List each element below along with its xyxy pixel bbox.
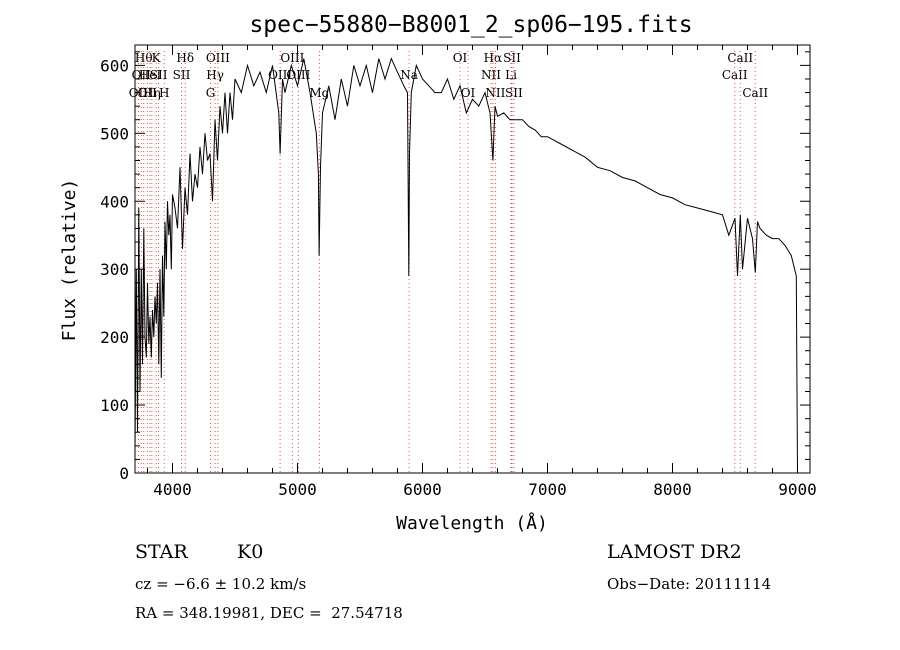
spectral-line-label: Hδ — [176, 51, 194, 65]
spectral-line-label: SII — [173, 68, 191, 82]
spectral-line-label: OI — [461, 86, 476, 100]
y-tick-label: 300 — [100, 260, 129, 279]
spectral-line-label: G — [206, 86, 216, 100]
y-axis-label: Flux (relative) — [59, 179, 80, 342]
spectral-subclass: K0 — [237, 541, 264, 563]
y-tick-label: 400 — [100, 192, 129, 211]
chart-title: spec−55880−B8001_2_sp06−195.fits — [249, 12, 692, 38]
spectral-line-label: Hη — [143, 86, 161, 100]
spectral-line-label: CaII — [727, 51, 753, 65]
y-tick-label: 200 — [100, 328, 129, 347]
x-tick-label: 6000 — [403, 480, 442, 499]
y-tick-label: 100 — [100, 396, 129, 415]
x-tick-label: 5000 — [278, 480, 317, 499]
y-tick-label: 500 — [100, 124, 129, 143]
sky-coordinates: RA = 348.19981, DEC = 27.54718 — [135, 604, 403, 622]
spectral-line-label: OII — [138, 86, 158, 100]
x-axis-label: Wavelength (Å) — [396, 512, 548, 534]
spectral-line-label: SII — [505, 86, 523, 100]
spectral-line-label: CaII — [722, 68, 748, 82]
spectral-line-label: Li — [505, 68, 517, 82]
spectral-line-label: OI — [453, 51, 468, 65]
spectral-line-label: OIII — [280, 51, 304, 65]
spectral-line-label: SII — [150, 68, 168, 82]
spectral-line-label: H — [159, 86, 169, 100]
y-tick-label: 600 — [100, 56, 129, 75]
survey-name: LAMOST DR2 — [607, 541, 742, 563]
line-marker-layer: OIIOIIHθOIIHeIHηKSIIHSIIHδGHγOIIIOIIIOII… — [129, 51, 768, 473]
object-class: STAR — [135, 541, 188, 563]
spectrum-series-layer — [134, 57, 798, 474]
x-tick-label: 7000 — [528, 480, 567, 499]
y-tick-label: 0 — [119, 464, 129, 483]
spectral-line-label: SII — [503, 51, 521, 65]
spectral-line-label: K — [152, 51, 162, 65]
plot-frame — [134, 44, 811, 474]
spectral-line-label: CaII — [742, 86, 768, 100]
spectral-line-label: OIII — [286, 68, 310, 82]
spectral-line-label: Mg — [309, 86, 329, 100]
spectral-line-label: NII — [481, 68, 501, 82]
spectral-line-label: Hγ — [206, 68, 224, 82]
spectral-line-label: NII — [485, 86, 505, 100]
axes: 4000 5000 6000 7000 8000 9000 0 100 200 300 400 500… — [100, 44, 817, 499]
radial-velocity: cz = −6.6 ± 10.2 km/s — [135, 575, 307, 593]
x-tick-label: 8000 — [653, 480, 692, 499]
spectral-line-label: Hα — [484, 51, 503, 65]
x-tick-label: 4000 — [153, 480, 192, 499]
x-tick-label: 9000 — [778, 480, 817, 499]
spectrum-line — [134, 57, 798, 474]
observation-date: Obs−Date: 20111114 — [607, 575, 772, 593]
spectral-line-label: Hθ — [135, 51, 153, 65]
spectral-line-label: OIII — [206, 51, 230, 65]
